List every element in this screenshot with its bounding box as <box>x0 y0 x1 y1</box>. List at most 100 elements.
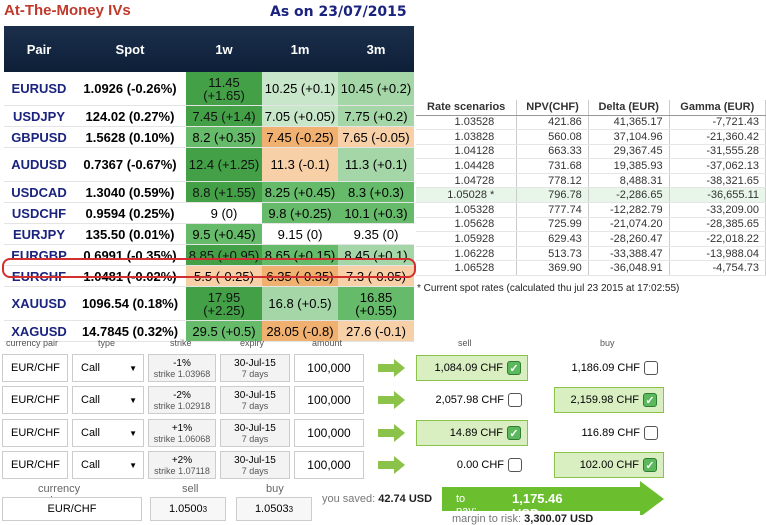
scenario-note: * Current spot rates (calculated thu jul… <box>417 283 680 294</box>
sell-price-option[interactable]: 0.00 CHF <box>416 452 528 478</box>
sell-checkbox[interactable] <box>508 393 522 407</box>
type-value: Call <box>81 459 100 471</box>
strike-field[interactable]: +2% strike 1.07118 <box>148 451 216 479</box>
strike-pct: -2% <box>173 389 191 401</box>
type-select[interactable]: Call ▼ <box>72 386 144 414</box>
iv-row-eurjpy: EURJPY 135.50 (0.01%) 9.5 (+0.45) 9.15 (0) 9… <box>4 224 414 245</box>
pair-select[interactable]: EUR/CHF <box>2 354 68 382</box>
scenario-cell: 1.06528 <box>416 260 518 277</box>
pair-value: EUR/CHF <box>11 362 60 374</box>
strike-field[interactable]: +1% strike 1.06068 <box>148 419 216 447</box>
scenario-cell: 1.05628 <box>416 217 518 233</box>
sell-checkbox[interactable]: ✓ <box>507 361 521 375</box>
sell-checkbox[interactable]: ✓ <box>507 426 521 440</box>
iv-table: Pair Spot 1w 1m 3m EURUSD 1.0926 (-0.26%)… <box>4 26 414 342</box>
expiry-field[interactable]: 30-Jul-15 7 days <box>220 451 290 479</box>
dropdown-arrow-icon: ▼ <box>129 460 137 470</box>
buy-checkbox[interactable] <box>644 426 658 440</box>
scenario-cell: 513.73 <box>516 246 589 262</box>
iv-3m: 16.85 (+0.55) <box>338 287 414 320</box>
pay-arrow[interactable] <box>440 481 766 515</box>
pair: GBPUSD <box>11 129 67 145</box>
iv-1m: 10.25 (+0.1) <box>262 72 338 105</box>
buy-price-option[interactable]: 1,186.09 CHF <box>554 355 664 381</box>
rs-header: NPV(CHF) <box>516 100 589 116</box>
iv-1m: 28.05 (-0.8) <box>262 321 338 341</box>
scenario-cell: -21,360.42 <box>669 129 766 145</box>
pair-select[interactable]: EUR/CHF <box>2 386 68 414</box>
amount-input[interactable]: 100,000 <box>294 386 364 414</box>
pair-select[interactable]: EUR/CHF <box>2 419 68 447</box>
col-label-pair: currency pair <box>6 338 59 348</box>
buy-price: 1,186.09 CHF <box>571 362 640 374</box>
scenario-cell: -33,209.00 <box>669 202 766 218</box>
scenario-cell: 796.78 <box>516 187 589 204</box>
summary-sell-sub: 3 <box>202 504 208 514</box>
header-1w: 1w <box>215 41 233 57</box>
strike-value: strike 1.07118 <box>154 465 210 476</box>
iv-1w: 11.45 (+1.65) <box>186 72 262 105</box>
eurchf-highlight <box>2 258 416 278</box>
scenario-cell: 1.03828 <box>416 129 518 145</box>
buy-checkbox[interactable] <box>644 361 658 375</box>
strike-value: strike 1.02918 <box>153 400 211 411</box>
pair-value: EUR/CHF <box>11 459 60 471</box>
header-pair: Pair <box>26 41 52 57</box>
summary-pair-value: EUR/CHF <box>47 503 97 515</box>
buy-price-option[interactable]: 102.00 CHF ✓ <box>554 452 664 478</box>
amount-input[interactable]: 100,000 <box>294 451 364 479</box>
buy-checkbox[interactable]: ✓ <box>643 393 657 407</box>
iv-3m: 27.6 (-0.1) <box>338 321 414 341</box>
scenario-cell: -7,721.43 <box>669 115 766 131</box>
type-select[interactable]: Call ▼ <box>72 451 144 479</box>
pair-select[interactable]: EUR/CHF <box>2 451 68 479</box>
sell-price: 0.00 CHF <box>456 459 504 471</box>
strike-value: strike 1.03968 <box>153 368 211 379</box>
amount-input[interactable]: 100,000 <box>294 419 364 447</box>
expiry-field[interactable]: 30-Jul-15 7 days <box>220 419 290 447</box>
expiry-days: 7 days <box>241 400 269 411</box>
type-value: Call <box>81 427 100 439</box>
buy-checkbox[interactable]: ✓ <box>643 458 657 472</box>
iv-3m: 9.35 (0) <box>338 224 414 244</box>
summary-pair-field[interactable]: EUR/CHF <box>2 497 142 521</box>
col-label-sell: sell <box>458 338 472 348</box>
buy-price-option[interactable]: 116.89 CHF <box>554 420 664 446</box>
arrow-right-icon <box>378 456 405 474</box>
sell-price-option[interactable]: 14.89 CHF ✓ <box>416 420 528 446</box>
iv-row-usdjpy: USDJPY 124.02 (0.27%) 7.45 (+1.4) 7.05 (+0.… <box>4 106 414 127</box>
scenario-row: 1.03528 421.86 41,365.17 -7,721.43 <box>416 115 766 131</box>
iv-1w: 8.8 (+1.55) <box>186 182 262 202</box>
strike-field[interactable]: -2% strike 1.02918 <box>148 386 216 414</box>
iv-1m: 8.25 (+0.45) <box>262 182 338 202</box>
scenario-cell: 1.05328 <box>416 202 518 218</box>
sell-price-option[interactable]: 2,057.98 CHF <box>416 387 528 413</box>
iv-1m: 16.8 (+0.5) <box>262 287 338 320</box>
sell-checkbox[interactable] <box>508 458 522 472</box>
scenario-cell: 731.68 <box>516 158 589 174</box>
strike-pct: +2% <box>171 454 193 466</box>
scenario-row: 1.05028 * 796.78 -2,286.65 -36,655.11 <box>416 187 766 204</box>
expiry-days: 7 days <box>241 465 269 476</box>
expiry-field[interactable]: 30-Jul-15 7 days <box>220 386 290 414</box>
pair: EURUSD <box>11 81 67 96</box>
amount-input[interactable]: 100,000 <box>294 354 364 382</box>
strike-field[interactable]: -1% strike 1.03968 <box>148 354 216 382</box>
expiry-days: 7 days <box>241 433 269 444</box>
iv-row-audusd: AUDUSD 0.7367 (-0.67%) 12.4 (+1.25) 11.3 (-… <box>4 148 414 182</box>
scenario-cell: -36,048.91 <box>588 260 670 277</box>
scenario-cell: -21,074.20 <box>588 217 670 233</box>
strike-pct: +1% <box>171 422 193 434</box>
type-select[interactable]: Call ▼ <box>72 419 144 447</box>
summary-sell-label: sell <box>182 483 199 495</box>
iv-1w: 9 (0) <box>186 203 262 223</box>
expiry-field[interactable]: 30-Jul-15 7 days <box>220 354 290 382</box>
spot: 0.7367 (-0.67%) <box>83 157 177 172</box>
type-select[interactable]: Call ▼ <box>72 354 144 382</box>
scenario-cell: 421.86 <box>516 115 589 131</box>
buy-price-option[interactable]: 2,159.98 CHF ✓ <box>554 387 664 413</box>
scenario-row: 1.04428 731.68 19,385.93 -37,062.13 <box>416 158 766 174</box>
spot: 1.0926 (-0.26%) <box>83 81 177 96</box>
sell-price-option[interactable]: 1,084.09 CHF ✓ <box>416 355 528 381</box>
scenario-cell: -28,260.47 <box>588 231 670 247</box>
